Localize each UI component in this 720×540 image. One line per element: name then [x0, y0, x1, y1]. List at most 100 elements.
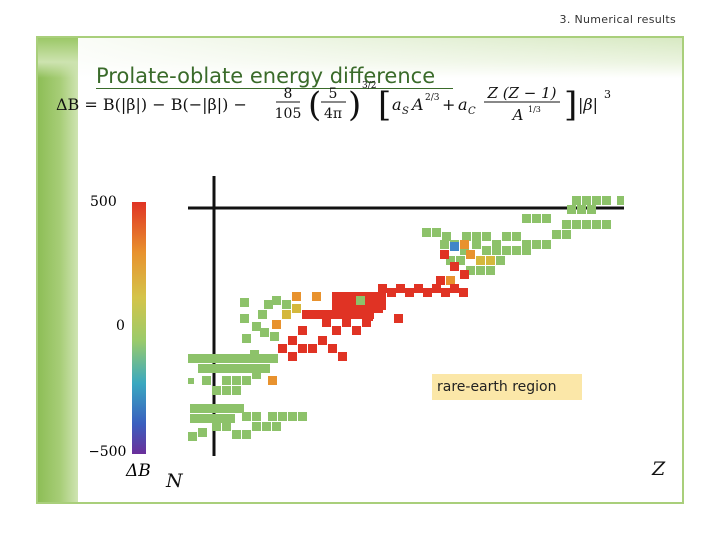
y-axis-label: N: [166, 470, 183, 492]
nuclide-cell: [302, 310, 311, 319]
nuclide-cell: [242, 412, 251, 421]
formula-frac-num: 8: [284, 86, 293, 102]
svg-text:A: A: [410, 95, 424, 114]
nuclide-cell: [208, 414, 217, 423]
nuclide-cell: [472, 232, 481, 241]
nuclide-cell: [347, 310, 356, 319]
nuclide-cell: [341, 301, 350, 310]
nuclide-cell: [440, 240, 449, 249]
nuclide-cell: [206, 354, 215, 363]
slide-side-bar: [38, 38, 78, 502]
nuclide-cell: [492, 240, 501, 249]
nuclide-cell: [567, 205, 576, 214]
colorbar-label: ΔB: [125, 461, 151, 476]
nuclide-cell: [232, 376, 241, 385]
nuclide-cell: [332, 301, 341, 310]
nuclide-cell: [199, 404, 208, 413]
nuclide-cell: [188, 354, 197, 363]
nuclide-cell: [440, 250, 449, 259]
nuclide-cell: [252, 364, 261, 373]
nuclide-cell: [217, 414, 226, 423]
nuclide-cell: [542, 214, 551, 223]
nuclide-cell: [422, 228, 431, 237]
nuclide-cell: [562, 230, 571, 239]
nuclide-cell: [260, 354, 269, 363]
nuclide-cell: [602, 196, 611, 205]
formula-frac-den: 105: [275, 106, 302, 122]
nuclide-cell: [202, 376, 211, 385]
nuclide-cell: [572, 196, 581, 205]
nuclide-cell: [318, 336, 327, 345]
nuclide-cell: [476, 256, 485, 265]
nuclide-cell: [512, 246, 521, 255]
nuclide-cell: [226, 414, 235, 423]
nuclide-cell: [338, 352, 347, 361]
nuclide-cell: [482, 246, 491, 255]
svg-text:S: S: [402, 106, 409, 117]
nuclide-cell: [359, 301, 368, 310]
nuclide-cell: [512, 232, 521, 241]
nuclide-cell: [212, 386, 221, 395]
nuclide-cell: [466, 250, 475, 259]
nuclide-cell: [288, 352, 297, 361]
nuclide-cell: [459, 288, 468, 297]
nuclide-cell: [582, 196, 591, 205]
nuclide-cell: [356, 296, 365, 305]
formula-exponent: 3/2: [362, 81, 376, 91]
nuclide-cell: [377, 292, 386, 301]
colorbar-gradient: [132, 202, 146, 454]
svg-text:C: C: [468, 106, 476, 117]
nuclide-cell: [572, 220, 581, 229]
nuclide-cell: [208, 404, 217, 413]
colorbar-tick-max: 500: [90, 194, 117, 210]
nuclide-cell: [272, 320, 281, 329]
nuclide-cell: [190, 414, 199, 423]
slide-title: Prolate-oblate energy difference: [96, 64, 454, 89]
nuclide-cell: [222, 422, 231, 431]
nuclide-cell: [222, 376, 231, 385]
nuclide-cell: [582, 220, 591, 229]
formula-inner-den: 4π: [324, 106, 342, 122]
nuclide-cell: [617, 196, 624, 205]
nuclide-cell: [234, 364, 243, 373]
nuclide-cell: [252, 412, 261, 421]
nuclide-cell: [278, 412, 287, 421]
nuclide-cell: [260, 328, 269, 337]
svg-text:): ): [348, 85, 361, 125]
nuclide-cell: [364, 312, 373, 321]
svg-text:a: a: [392, 95, 402, 114]
nuclide-cell: [292, 292, 301, 301]
nuclide-cell: [242, 334, 251, 343]
nuclide-cell: [432, 284, 441, 293]
nuclide-cell: [482, 232, 491, 241]
nuclide-cell: [242, 354, 251, 363]
nuclide-cell: [242, 430, 251, 439]
nuclide-cell: [243, 364, 252, 373]
nuclide-cell: [198, 364, 207, 373]
nuclide-cell: [396, 284, 405, 293]
nuclide-cell: [592, 220, 601, 229]
nuclide-cell: [298, 326, 307, 335]
nuclide-cell: [587, 205, 596, 214]
x-axis-label: Z: [652, 458, 666, 480]
nuclide-cell: [486, 266, 495, 275]
nuclide-cell: [552, 230, 561, 239]
nuclide-cell: [252, 370, 261, 379]
nuclide-cell: [251, 354, 260, 363]
nuclide-cell: [405, 288, 414, 297]
nuclide-cell: [532, 214, 541, 223]
nuclide-cell: [261, 364, 270, 373]
nuclide-cell: [502, 232, 511, 241]
nuclide-cell: [446, 256, 455, 265]
nuclide-cell: [522, 246, 531, 255]
nuclide-cell: [329, 310, 338, 319]
svg-text:2/3: 2/3: [425, 93, 440, 103]
nuclide-cell: [466, 266, 475, 275]
section-header: 3. Numerical results: [559, 13, 676, 26]
formula-lhs: ΔB = B(|β|) − B(−|β|) −: [56, 95, 247, 114]
nuclide-cell: [387, 288, 396, 297]
nuclide-cell: [462, 232, 471, 241]
nuclide-cell: [446, 276, 455, 285]
nuclide-cell: [233, 354, 242, 363]
nuclide-cell: [264, 300, 273, 309]
